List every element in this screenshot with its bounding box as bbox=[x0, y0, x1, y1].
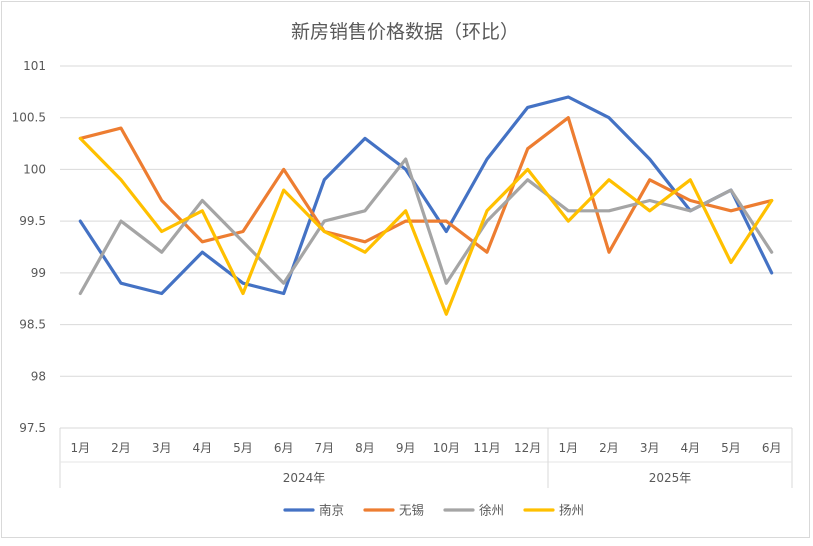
x-tick-label: 4月 bbox=[193, 441, 213, 455]
y-tick-label: 98.5 bbox=[19, 318, 46, 332]
x-tick-label: 8月 bbox=[355, 441, 375, 455]
series-lines bbox=[78, 95, 774, 316]
x-tick-label: 6月 bbox=[762, 441, 782, 455]
legend-label: 无锡 bbox=[399, 503, 424, 518]
y-tick-label: 97.5 bbox=[19, 421, 46, 435]
x-tick-label: 4月 bbox=[681, 441, 701, 455]
x-tick-label: 7月 bbox=[315, 441, 335, 455]
x-tick-label: 2月 bbox=[111, 441, 131, 455]
x-tick-label: 3月 bbox=[152, 441, 172, 455]
legend: 南京 无锡 徐州 扬州 bbox=[283, 503, 584, 518]
y-tick-label: 98 bbox=[31, 369, 46, 383]
series-line-徐州 bbox=[78, 157, 774, 296]
y-tick-label: 101 bbox=[23, 59, 46, 73]
legend-label: 徐州 bbox=[479, 503, 504, 518]
x-tick-label: 12月 bbox=[514, 441, 541, 455]
legend-label: 扬州 bbox=[559, 503, 584, 518]
y-axis-tick-labels: 97.5 98 98.5 99 99.5 100 100.5 101 bbox=[12, 59, 46, 435]
chart-title: 新房销售价格数据（环比） bbox=[291, 21, 519, 43]
x-tick-label: 9月 bbox=[396, 441, 416, 455]
x-tick-label: 3月 bbox=[640, 441, 660, 455]
x-group-label: 2025年 bbox=[649, 471, 692, 485]
chart-border bbox=[1, 1, 810, 538]
x-axis: 1月 2月 3月 4月 5月 6月 7月 8月 9月 10月 11月 12月 1月 2月 3月 4月 5月 6月 2… bbox=[59, 428, 793, 488]
series-line-南京 bbox=[78, 95, 774, 296]
x-tick-label: 11月 bbox=[473, 441, 500, 455]
y-tick-label: 100.5 bbox=[12, 111, 46, 125]
x-tick-label: 5月 bbox=[233, 441, 253, 455]
x-tick-label: 1月 bbox=[559, 441, 579, 455]
x-tick-label: 1月 bbox=[71, 441, 91, 455]
y-tick-label: 99.5 bbox=[19, 214, 46, 228]
x-tick-label: 10月 bbox=[433, 441, 460, 455]
y-tick-label: 100 bbox=[23, 162, 46, 176]
y-tick-label: 99 bbox=[31, 266, 46, 280]
legend-label: 南京 bbox=[319, 503, 344, 518]
x-tick-label: 2月 bbox=[599, 441, 619, 455]
x-tick-label: 6月 bbox=[274, 441, 294, 455]
x-tick-label: 5月 bbox=[721, 441, 741, 455]
x-group-label: 2024年 bbox=[283, 471, 326, 485]
series-line-扬州 bbox=[78, 136, 774, 316]
